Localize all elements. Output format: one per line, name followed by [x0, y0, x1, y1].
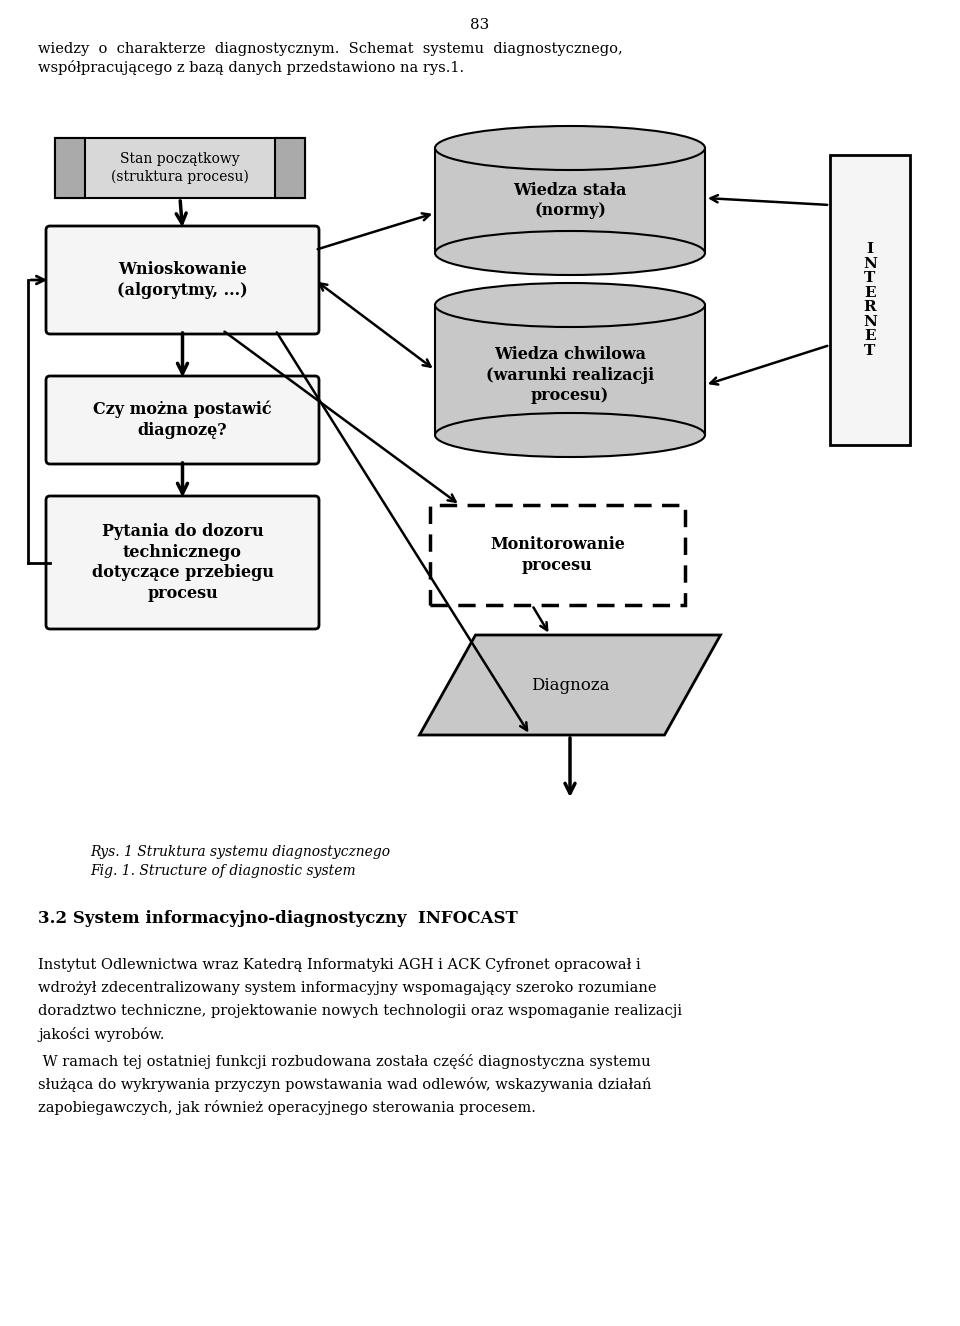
- FancyBboxPatch shape: [46, 225, 319, 334]
- Text: 83: 83: [470, 19, 490, 32]
- Text: zapobiegawczych, jak również operacyjnego sterowania procesem.: zapobiegawczych, jak również operacyjneg…: [38, 1101, 536, 1115]
- Text: Wiedza chwilowa
(warunki realizacji
procesu): Wiedza chwilowa (warunki realizacji proc…: [486, 346, 654, 404]
- FancyBboxPatch shape: [46, 377, 319, 464]
- Text: Pytania do dozoru
technicznego
dotyczące przebiegu
procesu: Pytania do dozoru technicznego dotyczące…: [91, 522, 274, 602]
- Text: Stan początkowy
(struktura procesu): Stan początkowy (struktura procesu): [111, 152, 249, 184]
- Text: wdrożył zdecentralizowany system informacyjny wspomagający szeroko rozumiane: wdrożył zdecentralizowany system informa…: [38, 981, 657, 994]
- Text: Fig. 1. Structure of diagnostic system: Fig. 1. Structure of diagnostic system: [90, 865, 355, 878]
- Ellipse shape: [435, 282, 705, 328]
- Text: W ramach tej ostatniej funkcji rozbudowana została część diagnostyczna systemu: W ramach tej ostatniej funkcji rozbudowa…: [38, 1054, 651, 1069]
- Ellipse shape: [435, 412, 705, 457]
- Polygon shape: [420, 635, 721, 735]
- Text: Czy można postawić
diagnozę?: Czy można postawić diagnozę?: [93, 400, 272, 439]
- Text: Wiedza stała
(normy): Wiedza stała (normy): [514, 182, 627, 219]
- Ellipse shape: [435, 126, 705, 170]
- Text: Diagnoza: Diagnoza: [531, 676, 610, 693]
- Text: służąca do wykrywania przyczyn powstawania wad odlewów, wskazywania działań: służąca do wykrywania przyczyn powstawan…: [38, 1077, 652, 1093]
- Ellipse shape: [435, 231, 705, 274]
- Bar: [435, 305, 705, 435]
- Text: Rys. 1 Struktura systemu diagnostycznego: Rys. 1 Struktura systemu diagnostycznego: [90, 845, 390, 859]
- Text: I
N
T
E
R
N
E
T: I N T E R N E T: [863, 243, 876, 358]
- Bar: [830, 155, 910, 446]
- Text: jakości wyrobów.: jakości wyrobów.: [38, 1028, 164, 1042]
- Text: współpracującego z bazą danych przedstawiono na rys.1.: współpracującego z bazą danych przedstaw…: [38, 60, 464, 76]
- Text: wiedzy  o  charakterze  diagnostycznym.  Schemat  systemu  diagnostycznego,: wiedzy o charakterze diagnostycznym. Sch…: [38, 42, 623, 56]
- Text: Monitorowanie
procesu: Monitorowanie procesu: [490, 536, 625, 574]
- Text: doradztwo techniczne, projektowanie nowych technologii oraz wspomaganie realizac: doradztwo techniczne, projektowanie nowy…: [38, 1004, 683, 1018]
- Text: Instytut Odlewnictwa wraz Katedrą Informatyki AGH i ACK Cyfronet opracował i: Instytut Odlewnictwa wraz Katedrą Inform…: [38, 957, 640, 972]
- Bar: [435, 149, 705, 253]
- Bar: [55, 138, 85, 198]
- Bar: [55, 138, 305, 198]
- FancyBboxPatch shape: [46, 496, 319, 629]
- Bar: [275, 138, 305, 198]
- Text: Wnioskowanie
(algorytmy, ...): Wnioskowanie (algorytmy, ...): [117, 261, 248, 298]
- Text: 3.2 System informacyjno-diagnostyczny  INFOCAST: 3.2 System informacyjno-diagnostyczny IN…: [38, 910, 517, 927]
- Bar: [430, 505, 685, 605]
